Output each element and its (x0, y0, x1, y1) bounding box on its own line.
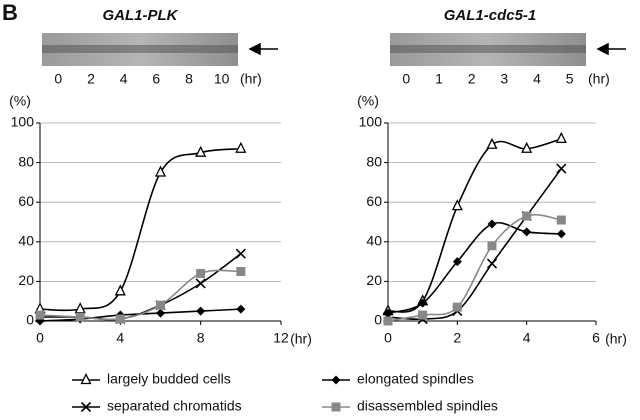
x-tick-label: 0 (36, 330, 44, 346)
y-tick-label: 80 (366, 153, 382, 169)
marker (418, 310, 428, 320)
series-line (39, 269, 241, 321)
marker (487, 219, 497, 229)
y-tick-label: 60 (18, 193, 34, 209)
marker (383, 316, 393, 326)
gel-lane-label: 3 (500, 71, 508, 87)
y-axis-label: (%) (357, 93, 379, 109)
gel-lane-label: 4 (120, 71, 128, 87)
x-tick-label: 2 (453, 330, 461, 346)
marker (556, 163, 567, 174)
marker (556, 215, 566, 225)
x-tick-label: 8 (197, 330, 205, 346)
legend-label: elongated spindles (357, 371, 474, 387)
gel-lane-label: 6 (152, 71, 160, 87)
y-tick-label: 0 (26, 312, 34, 328)
marker (522, 227, 532, 237)
x-tick-label: 12 (273, 330, 289, 346)
marker (196, 306, 206, 316)
marker (236, 304, 246, 314)
y-tick-label: 100 (11, 114, 35, 130)
marker (487, 241, 497, 251)
marker (196, 268, 206, 278)
series-line (387, 138, 562, 313)
y-tick-label: 20 (18, 272, 34, 288)
marker (75, 312, 85, 322)
marker (35, 310, 45, 320)
gel-lane-label: 5 (566, 71, 574, 87)
y-tick-label: 40 (18, 233, 34, 249)
x-tick-label: 4 (116, 330, 124, 346)
marker (451, 199, 463, 211)
gel-lane-label: 2 (87, 71, 95, 87)
chart-title: GAL1-cdc5-1 (444, 7, 537, 24)
marker (156, 308, 165, 318)
marker (236, 267, 246, 276)
y-tick-label: 20 (366, 272, 382, 288)
marker (556, 229, 566, 239)
legend-label: disassembled spindles (357, 398, 498, 414)
marker (452, 257, 462, 267)
gel-arrow (248, 42, 278, 56)
series-line (387, 222, 562, 314)
marker (195, 278, 206, 289)
marker (418, 298, 428, 308)
series-line (387, 213, 562, 322)
gel-lane-label: 8 (185, 71, 193, 87)
legend-label: largely budded cells (107, 371, 231, 387)
x-axis-label: (hr) (290, 331, 312, 347)
y-tick-label: 100 (359, 114, 383, 130)
gel-lane-label: 4 (533, 71, 541, 87)
marker (521, 141, 533, 153)
series-line (387, 168, 562, 321)
y-tick-label: 0 (374, 312, 382, 328)
panel-label: B (2, 0, 18, 25)
y-tick-label: 40 (366, 233, 382, 249)
marker (80, 401, 92, 413)
marker (331, 402, 341, 412)
marker (80, 373, 92, 385)
gel-lane-label: 1 (435, 71, 443, 87)
marker (486, 137, 498, 149)
gel-band (42, 45, 238, 53)
marker (522, 211, 532, 221)
x-tick-label: 4 (523, 330, 531, 346)
series-line (39, 147, 241, 312)
marker (452, 302, 462, 312)
marker (555, 131, 567, 143)
marker (195, 145, 207, 157)
gel-band (390, 45, 586, 53)
marker (486, 258, 498, 269)
gel-lane-label: 10 (214, 71, 230, 87)
x-tick-label: 6 (592, 330, 600, 346)
marker (115, 314, 125, 324)
y-tick-label: 60 (366, 193, 382, 209)
marker (235, 248, 246, 259)
gel-unit: (hr) (240, 71, 262, 87)
marker (331, 375, 341, 385)
gel-arrow (596, 42, 626, 56)
gel-lane-label: 2 (468, 71, 476, 87)
marker (235, 141, 247, 153)
chart-title: GAL1-PLK (103, 7, 179, 24)
y-axis-label: (%) (9, 93, 31, 109)
legend-label: separated chromatids (107, 398, 242, 414)
marker (156, 300, 165, 310)
y-tick-label: 80 (18, 153, 34, 169)
gel-lane-label: 0 (54, 71, 62, 87)
gel-lane-label: 0 (402, 71, 410, 87)
x-axis-label: (hr) (605, 331, 627, 347)
gel-unit: (hr) (588, 71, 610, 87)
marker (154, 165, 167, 177)
marker (114, 284, 126, 296)
x-tick-label: 0 (384, 330, 392, 346)
